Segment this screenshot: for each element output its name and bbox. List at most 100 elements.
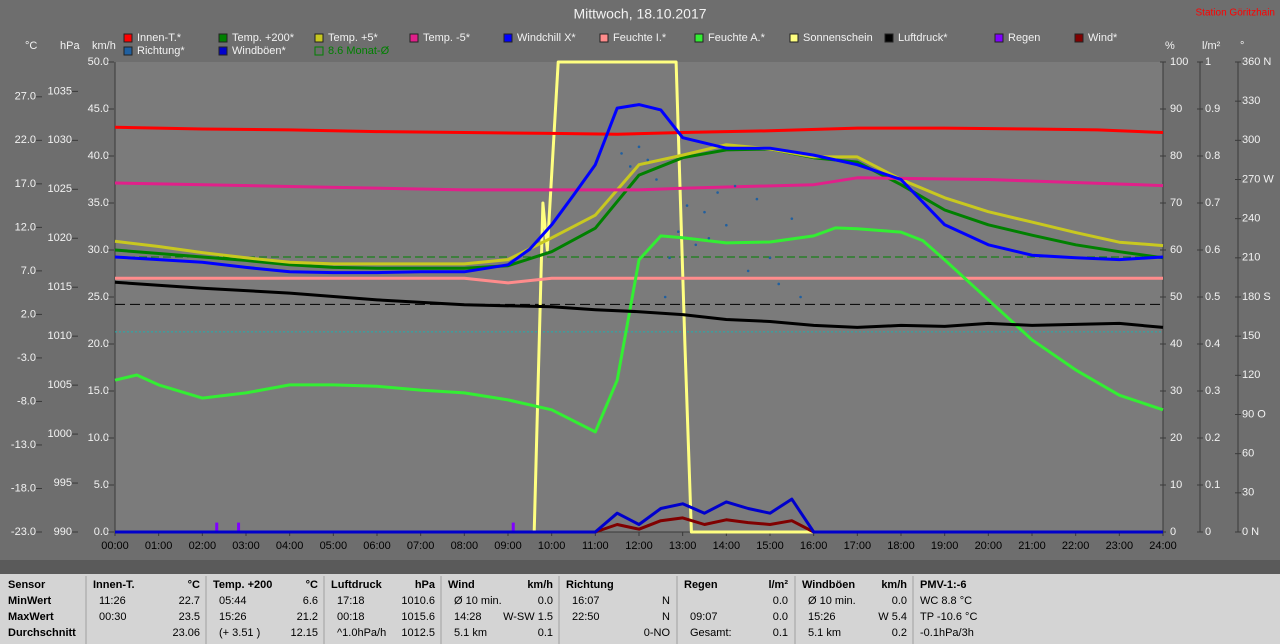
direction-dot <box>668 256 671 260</box>
series-line <box>115 276 1163 285</box>
direction-dot <box>733 184 737 188</box>
plot-area <box>115 62 1163 532</box>
x-tick-label: 09:00 <box>494 540 522 552</box>
cell: 0.2 <box>892 627 907 639</box>
direction-dot <box>663 295 667 299</box>
chart-title: Mittwoch, 18.10.2017 <box>573 6 706 22</box>
y-tick-label: 270 W <box>1242 173 1274 185</box>
y-tick-label: 40.0 <box>88 150 109 162</box>
y-tick-label: 0.2 <box>1205 432 1220 444</box>
y-tick-label: 0.4 <box>1205 338 1220 350</box>
y-tick-label: 120 <box>1242 369 1260 381</box>
cell: 1012.5 <box>401 627 435 639</box>
direction-dot <box>716 191 719 194</box>
cell: ^1.0hPa/h <box>337 627 386 639</box>
y-tick-label: 20 <box>1170 432 1182 444</box>
y-tick-label: 1010 <box>48 330 72 342</box>
group-title: Wind <box>448 579 475 591</box>
axis-unit: °C <box>25 40 37 52</box>
y-tick-label: 80 <box>1170 150 1182 162</box>
summary-table <box>0 574 1280 644</box>
rain-bar <box>511 522 515 532</box>
cell: 21.2 <box>297 611 318 623</box>
direction-dot <box>746 269 750 273</box>
legend-label: Innen-T.* <box>137 32 182 44</box>
cell: 15:26 <box>219 611 247 623</box>
cell: 0.0 <box>773 595 788 607</box>
y-tick-label: 45.0 <box>88 103 109 115</box>
y-tick-label: 0.0 <box>94 526 109 538</box>
x-tick-label: 03:00 <box>232 540 260 552</box>
cell: 5.1 km <box>808 627 841 639</box>
group-title: Temp. +200 <box>213 579 272 591</box>
direction-dot <box>777 282 781 286</box>
y-tick-label: 7.0 <box>21 265 36 277</box>
x-tick-label: 00:00 <box>101 540 129 552</box>
row-label: MaxWert <box>8 611 54 623</box>
legend-swatch <box>789 33 799 43</box>
direction-dot <box>790 217 794 220</box>
group-title: Richtung <box>566 579 614 591</box>
series-line <box>115 497 1163 534</box>
cell: 16:07 <box>572 595 600 607</box>
direction-dot <box>768 256 772 260</box>
y-tick-label: 0.3 <box>1205 385 1220 397</box>
cell: N <box>662 595 670 607</box>
legend-swatch <box>994 33 1004 43</box>
series-line <box>114 176 1164 192</box>
group-title: Windböen <box>802 579 855 591</box>
cell: 1015.6 <box>401 611 435 623</box>
cell: 00:18 <box>337 611 365 623</box>
legend-label: Temp. +5* <box>328 32 379 44</box>
x-tick-label: 07:00 <box>407 540 435 552</box>
series-line <box>114 147 1164 270</box>
series-line <box>114 125 1164 136</box>
y-tick-label: 210 <box>1242 252 1260 264</box>
x-tick-label: 17:00 <box>844 540 872 552</box>
legend-label: Luftdruck* <box>898 32 948 44</box>
y-tick-label: 300 <box>1242 134 1260 146</box>
cell: TP -10.6 °C <box>920 611 977 623</box>
cell: 0.0 <box>773 611 788 623</box>
y-tick-label: 25.0 <box>88 291 109 303</box>
y-tick-label: 1000 <box>48 428 72 440</box>
x-tick-label: 01:00 <box>145 540 173 552</box>
x-tick-label: 02:00 <box>189 540 217 552</box>
y-tick-label: 150 <box>1242 330 1260 342</box>
rain-bar <box>237 522 241 532</box>
cell: -0.1hPa/3h <box>920 627 974 639</box>
y-tick-label: 360 N <box>1242 56 1271 68</box>
direction-dot <box>677 230 680 234</box>
series-line <box>114 226 1164 434</box>
y-tick-label: 22.0 <box>15 134 36 146</box>
x-tick-label: 18:00 <box>887 540 915 552</box>
cell: 15:26 <box>808 611 836 623</box>
separator <box>0 560 1280 574</box>
station-name: Station Göritzhain <box>1196 8 1276 19</box>
x-tick-label: 06:00 <box>363 540 391 552</box>
y-tick-label: 40 <box>1170 338 1182 350</box>
y-tick-label: 0.1 <box>1205 479 1220 491</box>
legend-label: Wind* <box>1088 32 1118 44</box>
y-tick-label: 30 <box>1170 385 1182 397</box>
x-tick-label: 13:00 <box>669 540 697 552</box>
cell: WC 8.8 °C <box>920 595 972 607</box>
y-tick-label: 17.0 <box>15 178 36 190</box>
direction-dot <box>799 295 802 299</box>
y-tick-label: 240 <box>1242 213 1260 225</box>
cell: 23.5 <box>179 611 200 623</box>
legend-label: Regen <box>1008 32 1040 44</box>
y-tick-label: 50.0 <box>88 56 109 68</box>
x-tick-label: 21:00 <box>1018 540 1046 552</box>
legend-swatch <box>123 46 133 56</box>
y-tick-label: 90 O <box>1242 408 1266 420</box>
group-unit: °C <box>306 579 318 591</box>
direction-dot <box>703 210 706 214</box>
cell: Ø 10 min. <box>454 595 502 607</box>
legend-label: Feuchte I.* <box>613 32 667 44</box>
legend-label: Windböen* <box>232 45 287 57</box>
y-tick-label: 30 <box>1242 487 1254 499</box>
series-line <box>115 516 1163 534</box>
y-tick-label: 330 <box>1242 95 1260 107</box>
